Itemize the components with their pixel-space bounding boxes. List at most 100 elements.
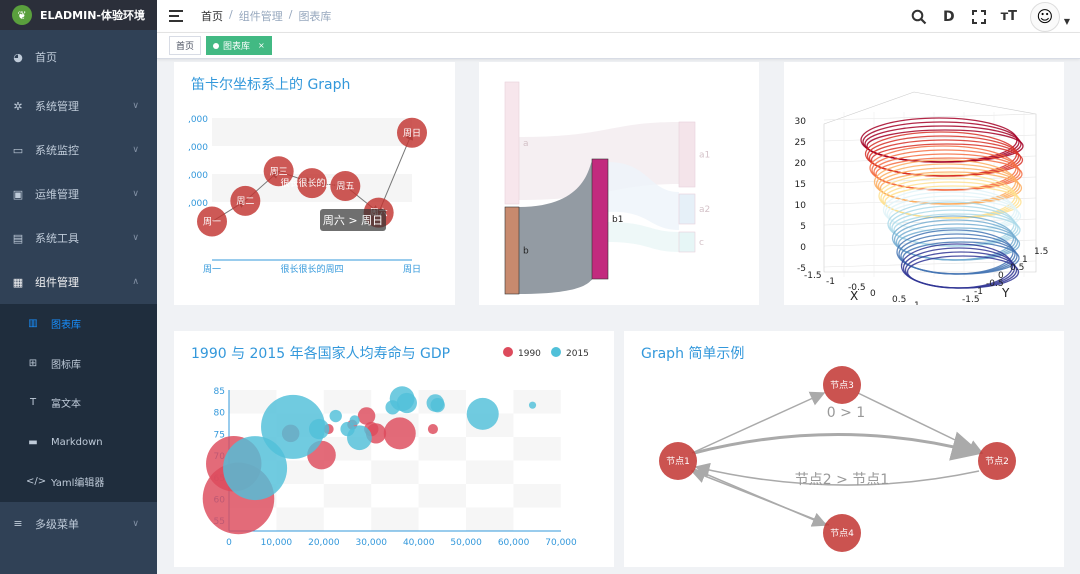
search-icon[interactable]: [910, 8, 928, 26]
x-tick-label: -1: [826, 277, 835, 287]
sidebar-item-label: 组件管理: [35, 276, 79, 289]
graph-edge: [694, 462, 980, 486]
sidebar-item-label: 首页: [35, 51, 57, 64]
scatter-point: [329, 409, 342, 423]
breadcrumb-item[interactable]: 首页: [201, 10, 223, 23]
docs-icon[interactable]: D: [943, 8, 955, 25]
sankey-flow: [608, 162, 679, 230]
grid-cell: [466, 460, 514, 484]
sidebar-item-ops[interactable]: ▣ 运维管理 ∨: [0, 172, 157, 216]
tag-label: 图表库: [223, 42, 251, 52]
sidebar-subitem-markdown[interactable]: ▬ Markdown: [0, 423, 157, 463]
logo-area[interactable]: ❦ ELADMIN-体验环境: [0, 0, 157, 30]
sidebar-item-label: 运维管理: [35, 188, 79, 201]
grid-cell: [513, 437, 561, 461]
close-icon[interactable]: ×: [258, 41, 265, 50]
markdown-icon: ▬: [28, 436, 38, 448]
scatter-point: [261, 394, 326, 459]
font-size-icon[interactable]: тT: [1000, 9, 1018, 24]
helix-ring: [870, 143, 1024, 177]
tag-home[interactable]: 首页: [169, 36, 202, 55]
chart-panel-graph-simple: Graph 简单示例 0 > 1 节点2 > 节点1 节点1 节点2 节点3 节点4: [624, 331, 1064, 567]
sidebar-subitem-richtext[interactable]: T 富文本: [0, 383, 157, 423]
surface-3d-chart[interactable]: 302520151050-5-1.5-1-0.500.511.5-1.5-1-0…: [784, 62, 1064, 305]
scatter-point: [357, 407, 376, 425]
fullscreen-icon[interactable]: [970, 8, 988, 26]
y-tick-label: 0.5: [1010, 263, 1024, 273]
graph-node-label: 周日: [403, 128, 421, 139]
sankey-flow: [608, 222, 679, 252]
grid-cell: [513, 484, 561, 508]
scatter-point: [396, 392, 417, 414]
sidebar-subitem-label: 图标库: [51, 359, 81, 371]
breadcrumb: 首页 / 组件管理 / 图表库: [201, 8, 331, 24]
x-tick-label: 40,000: [403, 538, 435, 548]
hamburger-icon[interactable]: [169, 10, 183, 22]
caret-down-icon[interactable]: ▼: [1063, 17, 1070, 26]
sankey-node: [678, 121, 696, 188]
sidebar-item-components[interactable]: ▦ 组件管理 ∧: [0, 260, 157, 304]
x-tick-label: 周一: [203, 264, 221, 275]
z-tick-label: 20: [795, 159, 807, 169]
graph-node: [823, 514, 861, 552]
y-tick-label: 1: [1022, 255, 1028, 265]
sidebar-subitem-charts[interactable]: ▥ 图表库: [0, 304, 157, 344]
graph-node: [263, 156, 294, 187]
graph-node-label: 周五: [336, 181, 354, 192]
graph-edge: [693, 431, 982, 461]
x-tick-label: 1: [914, 301, 920, 305]
grid-cell: [229, 390, 277, 414]
grid-cell: [323, 390, 372, 414]
chevron-down-icon: ∨: [132, 101, 139, 111]
grid-line: [823, 113, 1037, 121]
sankey-node-label: a2: [699, 205, 710, 215]
chart-panel-sankey: a b a1 a2 b1 c: [479, 62, 759, 305]
sidebar-item-multilevel[interactable]: ≡ 多级菜单 ∨: [0, 502, 157, 546]
tag-charts[interactable]: 图表库 ×: [206, 36, 272, 55]
sankey-node-label: b1: [612, 215, 623, 225]
sidebar-item-home[interactable]: ◕ 首页: [0, 30, 157, 84]
edge-label: 0 > 1: [827, 405, 865, 421]
x-tick-label: 周日: [403, 264, 421, 275]
tooltip-text: 周六 > 周日: [323, 214, 383, 227]
helix-ring: [897, 227, 1021, 261]
grid-cell: [276, 507, 324, 531]
helix-ring: [893, 213, 1021, 247]
graph-node-label: 节点4: [830, 528, 854, 539]
z-tick-label: 15: [795, 180, 806, 190]
sidebar-subitem-label: 图表库: [51, 320, 81, 332]
y-tick-label: 1.5: [1034, 247, 1048, 257]
sankey-node-label: a1: [699, 151, 710, 161]
avatar[interactable]: ☺: [1029, 1, 1060, 32]
graph-node: [330, 171, 361, 202]
y-tick-label: -1: [974, 287, 983, 297]
scatter-point: [223, 436, 288, 501]
sankey-chart[interactable]: a b a1 a2 b1 c: [479, 62, 759, 305]
sidebar-item-monitor[interactable]: ▭ 系统监控 ∨: [0, 128, 157, 172]
x-tick-label: 10,000: [261, 538, 293, 548]
y-tick-label: 0: [998, 271, 1004, 281]
graph-simple-chart[interactable]: 0 > 1 节点2 > 节点1 节点1 节点2 节点3 节点4: [624, 331, 1064, 567]
sankey-node-label: c: [699, 238, 704, 248]
scatter-chart[interactable]: 0 10,000 20,000 30,000 40,000 50,000 60,000 70,…: [174, 331, 614, 567]
legend-label: 1990: [518, 349, 541, 359]
submenu-components: ▥ 图表库 ⊞ 图标库 T 富文本 ▬ Markdown </> Yaml编辑器: [0, 304, 157, 502]
scatter-point: [430, 398, 445, 413]
sidebar-subitem-yaml[interactable]: </> Yaml编辑器: [0, 462, 157, 502]
dashboard-icon: ◕: [13, 50, 23, 64]
sidebar-item-tools[interactable]: ▤ 系统工具 ∨: [0, 216, 157, 260]
box-frame: [823, 91, 1037, 273]
sidebar-item-label: 系统管理: [35, 100, 79, 113]
y-tick-label: -0.5: [986, 279, 1004, 289]
graph-node-label: 节点1: [666, 456, 690, 467]
grid-cell: [371, 507, 419, 531]
sidebar-subitem-icons[interactable]: ⊞ 图标库: [0, 344, 157, 384]
richtext-icon: T: [29, 397, 37, 409]
sidebar-item-label: 系统监控: [35, 144, 79, 157]
y-axis-label: Y: [1001, 286, 1010, 300]
sidebar-item-system[interactable]: ✲ 系统管理 ∨: [0, 84, 157, 128]
graph-node-label: 很长很长的周四: [280, 177, 343, 189]
graph-node: [230, 185, 261, 216]
app-title: ELADMIN-体验环境: [40, 9, 145, 22]
